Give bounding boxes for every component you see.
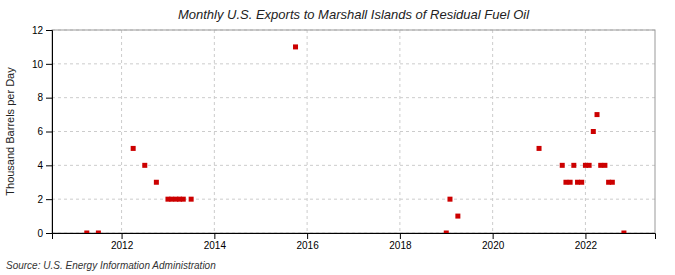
grid-line-y xyxy=(52,63,655,64)
point xyxy=(595,112,600,117)
grid-line-y xyxy=(52,97,655,98)
point xyxy=(610,180,615,185)
tick-label: 2016 xyxy=(296,240,319,251)
point xyxy=(189,197,194,202)
point xyxy=(579,180,584,185)
tick-label: 2012 xyxy=(111,240,134,251)
point xyxy=(131,146,136,151)
tick: 4 xyxy=(37,160,52,171)
points xyxy=(84,44,626,233)
tick-label: 0 xyxy=(37,228,43,239)
tick: 2020 xyxy=(482,233,505,251)
tick-label: 2022 xyxy=(575,240,598,251)
tick: 2014 xyxy=(204,233,227,251)
plot-frame xyxy=(52,30,655,233)
tick-mark xyxy=(493,233,494,239)
point xyxy=(447,197,452,202)
tick-mark xyxy=(46,199,52,200)
tick: 2022 xyxy=(575,233,598,251)
tick: 6 xyxy=(37,126,52,137)
tick-mark xyxy=(122,233,123,239)
tick-mark xyxy=(46,98,52,99)
point xyxy=(444,231,449,234)
plot: 2012 2014 2016 2018 2020 2022 0 2 4 6 8 10 12 xyxy=(32,25,656,251)
point xyxy=(293,44,298,49)
tick-mark xyxy=(46,233,52,234)
tick: 10 xyxy=(32,59,52,70)
grid xyxy=(52,30,655,233)
tick-mark xyxy=(307,233,308,239)
point xyxy=(568,180,573,185)
point xyxy=(621,231,626,234)
tick-label: 2020 xyxy=(482,240,505,251)
point xyxy=(571,163,576,168)
point xyxy=(142,163,147,168)
point xyxy=(602,163,607,168)
tick-label: 2 xyxy=(37,194,43,205)
tick-label: 4 xyxy=(37,160,43,171)
tick-mark xyxy=(46,165,52,166)
y-axis-label: Thousand Barrels per Day xyxy=(4,67,16,196)
chart-svg: 2012 2014 2016 2018 2020 2022 0 2 4 6 8 10 12 Monthly… xyxy=(0,0,675,275)
point xyxy=(154,180,159,185)
tick-mark xyxy=(585,233,586,239)
tick-mark xyxy=(214,233,215,239)
x-axis: 2012 2014 2016 2018 2020 2022 xyxy=(53,233,656,251)
grid-line-x xyxy=(121,30,122,233)
point xyxy=(181,197,186,202)
point xyxy=(591,129,596,134)
chart-container: 2012 2014 2016 2018 2020 2022 0 2 4 6 8 10 12 Monthly… xyxy=(0,0,675,275)
grid-line-y xyxy=(52,199,655,200)
title: Monthly U.S. Exports to Marshall Islands… xyxy=(178,7,530,22)
axis-line xyxy=(53,234,656,240)
tick-mark xyxy=(400,233,401,239)
tick: 2 xyxy=(37,194,52,205)
tick: 2018 xyxy=(389,233,412,251)
tick-label: 10 xyxy=(32,59,44,70)
tick: 2012 xyxy=(111,233,134,251)
tick-mark xyxy=(46,132,52,133)
tick-mark xyxy=(46,30,52,31)
tick-mark xyxy=(46,64,52,65)
tick-label: 12 xyxy=(32,25,44,36)
y-axis: 0 2 4 6 8 10 12 xyxy=(32,25,53,239)
grid-line-y xyxy=(52,131,655,132)
tick: 12 xyxy=(32,25,52,36)
point xyxy=(96,231,101,234)
axis-line xyxy=(46,31,53,234)
point xyxy=(560,163,565,168)
tick: 8 xyxy=(37,92,52,103)
tick: 2016 xyxy=(296,233,319,251)
point xyxy=(537,146,542,151)
point xyxy=(84,231,89,234)
tick-label: 8 xyxy=(37,92,43,103)
tick: 0 xyxy=(37,228,52,239)
tick-label: 2014 xyxy=(204,240,227,251)
grid-line-x xyxy=(585,30,586,233)
tick-label: 2018 xyxy=(389,240,412,251)
tick-label: 6 xyxy=(37,126,43,137)
point xyxy=(587,163,592,168)
annotation: Source: U.S. Energy Information Administ… xyxy=(6,260,216,271)
point xyxy=(455,214,460,219)
